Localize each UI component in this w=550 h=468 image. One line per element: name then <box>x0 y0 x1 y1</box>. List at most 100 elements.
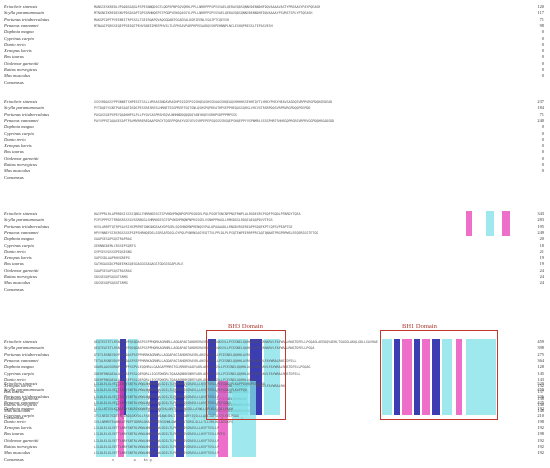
species-label: Danio rerio <box>4 418 26 424</box>
residue-count: 459 <box>537 339 544 344</box>
species-label: Rattus norvegicus <box>4 67 38 72</box>
consensus-label: Consensus <box>4 456 24 462</box>
conservation-highlight <box>442 339 452 415</box>
sequence-row: SDSGEGQPGQGGTSRMG <box>94 275 128 279</box>
sequence-row: SDSGEGQPGQGGTSRMG <box>94 281 128 286</box>
sequence-row: SSSVRDASSYPPSNNETSHPESSTSSLLVREASSNDAVRA… <box>94 100 333 104</box>
residue-count: 0 <box>541 73 544 79</box>
species-label: Xenopus laevis <box>4 425 32 431</box>
sequence-row: LILDLELGLVETTLNRYSNTRLVKWLNHKNGGWLSDILTL… <box>94 438 220 443</box>
species-label: Xenopus laevis <box>4 143 32 149</box>
sequence-row: GAPSSDLAAPRHVGREPG <box>94 256 130 261</box>
species-label: Otolemur garnettii <box>4 60 39 66</box>
species-label: Danio rerio <box>4 376 26 382</box>
species-label: Daphnia magna <box>4 236 34 242</box>
species-label: Mus musculus <box>4 168 31 174</box>
residue-count: 343 <box>537 211 544 216</box>
residue-count: 249 <box>537 229 544 235</box>
residue-count: 210 <box>537 412 544 418</box>
sequence-row: PIPIPPPSTTRRDSRSSSGVSSRNGGLSHRRNSESGTSPV… <box>94 218 273 223</box>
consensus-label: Consensus <box>4 286 24 292</box>
domain-label: BH3 Domain <box>228 323 263 330</box>
conservation-highlight <box>208 339 216 415</box>
species-label: Danio rerio <box>4 248 26 254</box>
residue-count: 145 <box>537 370 544 376</box>
conservation-highlight <box>96 381 116 457</box>
residue-count <box>526 80 544 86</box>
domain-box <box>380 330 498 420</box>
sequence-row: PASASSGEPGPEYQADHHPSLPLLPYQVCASPRSHSQVLN… <box>94 112 237 117</box>
alignment-block-4: Eriocheir sinensis QEQTESTETLRSNEVDVPQSQD… <box>0 339 550 421</box>
sequence-row: PYTDQEYSSNTPAEGAQTDSDCPESSRESRESLHRNETSS… <box>94 106 311 111</box>
species-label: Otolemur garnettii <box>4 155 39 161</box>
conservation-highlight <box>160 381 174 457</box>
species-label: Otolemur garnettii <box>4 267 39 273</box>
residue-count: 198 <box>537 418 544 424</box>
sequence-row: LILDLELGLVETTLNRYSNTRLVKWLNHKNGGWLSDILTL… <box>94 432 226 437</box>
species-label: Cyprinus carpio <box>4 35 34 41</box>
sequence-row: GVPSESVGSSGPEQSEGNG <box>94 249 132 254</box>
species-label: Bos taurus <box>4 54 24 60</box>
conservation-highlight <box>128 339 138 415</box>
residue-count: 19 <box>539 261 544 267</box>
residue-count: 275 <box>537 351 544 357</box>
alignment-block-1: Eriocheir sinensis MANGIESKREDLVPADDSAQGL… <box>0 4 550 86</box>
species-label: Daphnia magna <box>4 406 34 412</box>
residue-count: 19 <box>539 255 544 261</box>
species-label: Scylla paramamosain <box>4 387 44 393</box>
residue-count: 24 <box>539 267 544 273</box>
sequence-row: MANGIESKREDLVPADDSAQGLPSPESNNQDSGTLQDPSP… <box>94 5 321 9</box>
species-label: Penaeus vannamei <box>4 229 39 235</box>
domain-box <box>206 330 286 420</box>
sequence-row: MTNAAIPQRSSEQEPPGEDQTPEHVSNEEIMEEPHVSLTL… <box>94 23 273 28</box>
conservation-highlight <box>422 339 430 415</box>
species-label: Otolemur garnettii <box>4 395 39 401</box>
conservation-highlight <box>264 339 280 415</box>
species-label: Eriocheir sinensis <box>4 211 38 216</box>
sequence-row: HPVYNNEYSIRSRGSSGSPSEPSHRNQEDSLSSRSAFDSG… <box>94 230 319 235</box>
species-label: Cyprinus carpio <box>4 242 34 248</box>
consensus-sequence: n w kn g <box>94 457 152 462</box>
residue-count: 0 <box>541 67 544 72</box>
species-label: Penaeus vannamei <box>4 357 39 363</box>
species-label: Mus musculus <box>4 280 31 286</box>
species-label: Portunus trituberculatus <box>4 393 50 399</box>
residue-count: 195 <box>537 223 544 229</box>
residue-count: 128 <box>537 364 544 370</box>
species-label: Scylla paramamosain <box>4 217 44 223</box>
species-label: Cyprinus carpio <box>4 130 34 136</box>
residue-count: 0 <box>541 168 544 174</box>
sequence-row: PAYVPPGTAQASESAPTPAVMVRREREDAAPSRGYTQSEP… <box>94 118 335 123</box>
species-label: Rattus norvegicus <box>4 402 38 407</box>
species-label: Daphnia magna <box>4 29 34 35</box>
residue-count: 398 <box>537 345 544 351</box>
residue-count: 336 <box>537 393 544 399</box>
sequence-row: LILDLELGLVETTLNRYSNTRLVKWLNHKNGGWLSDILTL… <box>94 426 220 431</box>
residue-count: 148 <box>537 408 544 414</box>
residue-count: 0 <box>541 149 544 155</box>
sequence-row: HAIPPRLRLAPRRDSISSSCQNGLTHRRNSESGTSPVNSH… <box>94 212 301 216</box>
residue-count: 364 <box>537 357 544 363</box>
conservation-highlight <box>502 211 510 237</box>
residue-count: 0 <box>541 54 544 60</box>
residue-count: 20 <box>539 236 544 242</box>
residue-count: 24 <box>539 274 544 279</box>
sequence-row: LILDLELGLVETTLNRYSNTRLVKWLNHKNGGWLSDILTL… <box>94 394 220 399</box>
residue-count: 143 <box>537 376 544 382</box>
residue-count: 0 <box>541 124 544 130</box>
residue-count: 0 <box>541 29 544 35</box>
sequence-row: SATHGAGGDCPRDEERKGQEGGAGGGSAGAGSTGDGSSGA… <box>94 262 184 267</box>
species-label: Scylla paramamosain <box>4 105 44 111</box>
residue-count: 138 <box>537 395 544 401</box>
conservation-highlight <box>120 339 126 415</box>
conservation-highlight <box>456 339 462 415</box>
species-label: Rattus norvegicus <box>4 162 38 167</box>
residue-count <box>526 287 544 293</box>
consensus-label: Consensus <box>4 414 24 420</box>
alignment-block-5: Eriocheir sinensis LILDLELGLVETTLNRYSNTRL… <box>0 381 550 463</box>
residue-count: 0 <box>541 155 544 161</box>
conservation-highlight <box>126 381 148 457</box>
residue-count: 24 <box>539 280 544 286</box>
conservation-highlight <box>150 381 158 457</box>
